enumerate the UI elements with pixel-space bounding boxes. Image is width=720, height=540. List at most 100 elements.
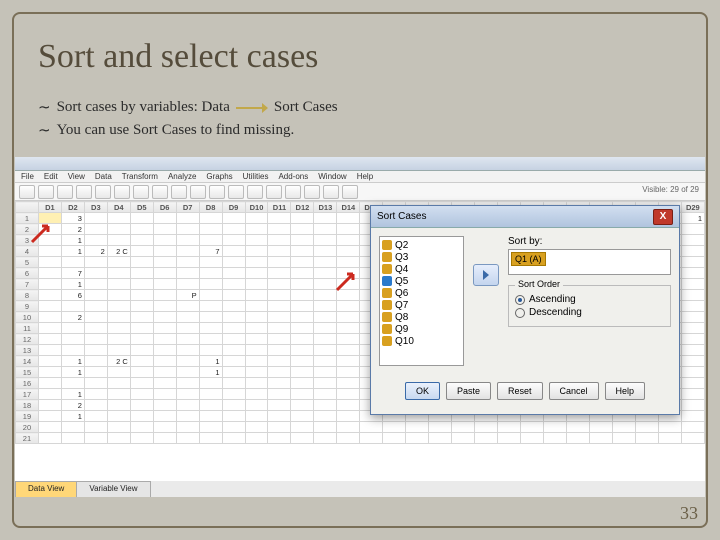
cell[interactable] bbox=[61, 301, 84, 312]
cell[interactable] bbox=[475, 433, 498, 444]
toolbar-button[interactable] bbox=[285, 185, 301, 199]
cell[interactable] bbox=[130, 411, 153, 422]
cell[interactable] bbox=[520, 433, 543, 444]
cell[interactable] bbox=[268, 290, 291, 301]
cell[interactable] bbox=[38, 279, 61, 290]
cell[interactable] bbox=[130, 290, 153, 301]
cell[interactable] bbox=[245, 323, 268, 334]
cell[interactable]: 1 bbox=[61, 389, 84, 400]
cell[interactable] bbox=[107, 290, 130, 301]
cell[interactable]: 1 bbox=[61, 279, 84, 290]
cell[interactable] bbox=[84, 290, 107, 301]
cell[interactable] bbox=[268, 422, 291, 433]
row-number[interactable]: 12 bbox=[16, 334, 39, 345]
cell[interactable] bbox=[84, 268, 107, 279]
cell[interactable] bbox=[543, 433, 566, 444]
cell[interactable] bbox=[199, 378, 222, 389]
cell[interactable] bbox=[291, 268, 314, 279]
close-button[interactable]: X bbox=[653, 209, 673, 225]
cell[interactable] bbox=[291, 224, 314, 235]
cell[interactable] bbox=[199, 422, 222, 433]
cell[interactable] bbox=[681, 433, 704, 444]
cell[interactable] bbox=[84, 334, 107, 345]
row-number[interactable]: 11 bbox=[16, 323, 39, 334]
cell[interactable] bbox=[291, 301, 314, 312]
cell[interactable] bbox=[337, 356, 360, 367]
cell[interactable]: 2 bbox=[61, 224, 84, 235]
cell[interactable] bbox=[337, 257, 360, 268]
cell[interactable]: 2 C bbox=[107, 356, 130, 367]
cell[interactable] bbox=[84, 312, 107, 323]
variable-item[interactable]: Q7 bbox=[382, 299, 461, 311]
row-number[interactable]: 7 bbox=[16, 279, 39, 290]
cell[interactable] bbox=[268, 279, 291, 290]
cell[interactable] bbox=[291, 378, 314, 389]
cell[interactable]: 1 bbox=[61, 246, 84, 257]
cell[interactable] bbox=[314, 290, 337, 301]
cell[interactable]: 2 bbox=[61, 400, 84, 411]
cell[interactable] bbox=[337, 213, 360, 224]
cell[interactable] bbox=[314, 356, 337, 367]
cell[interactable] bbox=[222, 389, 245, 400]
cell[interactable] bbox=[268, 246, 291, 257]
cell[interactable] bbox=[176, 312, 199, 323]
cell[interactable] bbox=[291, 235, 314, 246]
cell[interactable] bbox=[291, 213, 314, 224]
cell[interactable] bbox=[107, 224, 130, 235]
cell[interactable] bbox=[38, 378, 61, 389]
cell[interactable] bbox=[199, 290, 222, 301]
cell[interactable] bbox=[153, 279, 176, 290]
cell[interactable] bbox=[566, 422, 589, 433]
cell[interactable] bbox=[199, 213, 222, 224]
sortby-listbox[interactable]: Q1 (A) bbox=[508, 249, 671, 275]
column-header[interactable]: D5 bbox=[130, 202, 153, 213]
cell[interactable] bbox=[61, 378, 84, 389]
cell[interactable] bbox=[681, 268, 704, 279]
cell[interactable] bbox=[107, 411, 130, 422]
cell[interactable] bbox=[84, 356, 107, 367]
cell[interactable] bbox=[130, 367, 153, 378]
cell[interactable] bbox=[84, 235, 107, 246]
menu-edit[interactable]: Edit bbox=[44, 172, 58, 181]
help-button[interactable]: Help bbox=[605, 382, 646, 400]
cell[interactable] bbox=[84, 224, 107, 235]
cell[interactable] bbox=[107, 301, 130, 312]
cell[interactable] bbox=[199, 279, 222, 290]
cell[interactable] bbox=[291, 433, 314, 444]
cell[interactable] bbox=[337, 235, 360, 246]
cell[interactable] bbox=[498, 433, 521, 444]
column-header[interactable]: D4 bbox=[107, 202, 130, 213]
cell[interactable] bbox=[84, 323, 107, 334]
cell[interactable] bbox=[38, 422, 61, 433]
cell[interactable]: 1 bbox=[199, 356, 222, 367]
cell[interactable] bbox=[589, 433, 612, 444]
toolbar-button[interactable] bbox=[266, 185, 282, 199]
cell[interactable] bbox=[245, 422, 268, 433]
cell[interactable] bbox=[176, 301, 199, 312]
cell[interactable] bbox=[38, 411, 61, 422]
row-number[interactable]: 5 bbox=[16, 257, 39, 268]
cell[interactable] bbox=[314, 268, 337, 279]
cell[interactable] bbox=[635, 433, 658, 444]
cell[interactable] bbox=[291, 400, 314, 411]
cell[interactable] bbox=[337, 334, 360, 345]
cell[interactable] bbox=[268, 356, 291, 367]
cell[interactable] bbox=[176, 323, 199, 334]
cell[interactable] bbox=[337, 224, 360, 235]
cell[interactable] bbox=[107, 334, 130, 345]
toolbar-button[interactable] bbox=[152, 185, 168, 199]
row-number[interactable]: 18 bbox=[16, 400, 39, 411]
cell[interactable] bbox=[130, 279, 153, 290]
cell[interactable] bbox=[268, 213, 291, 224]
cell[interactable] bbox=[291, 345, 314, 356]
cell[interactable] bbox=[176, 411, 199, 422]
cell[interactable] bbox=[61, 422, 84, 433]
cell[interactable] bbox=[153, 268, 176, 279]
cell[interactable] bbox=[291, 334, 314, 345]
cell[interactable] bbox=[681, 290, 704, 301]
cell[interactable] bbox=[199, 235, 222, 246]
cell[interactable] bbox=[130, 345, 153, 356]
cell[interactable] bbox=[222, 400, 245, 411]
cell[interactable] bbox=[589, 422, 612, 433]
menu-transform[interactable]: Transform bbox=[122, 172, 158, 181]
